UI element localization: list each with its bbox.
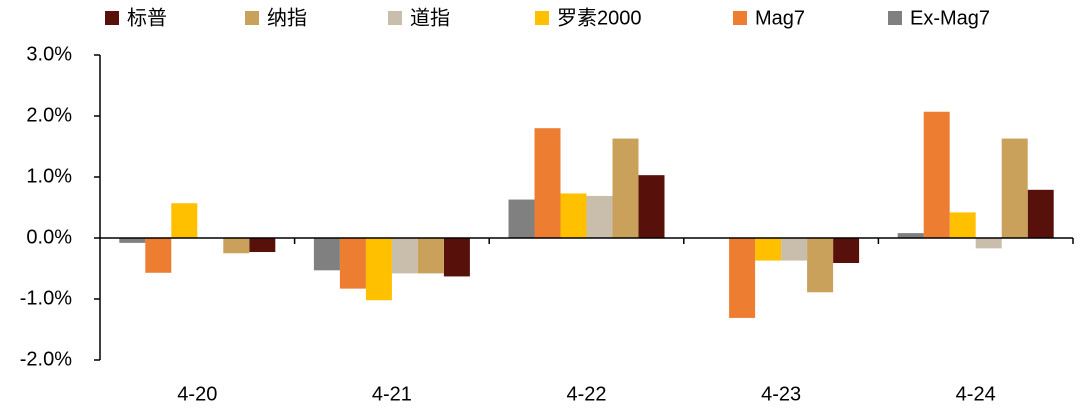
legend-swatch [245, 11, 259, 25]
y-tick-label: -2.0% [20, 348, 72, 370]
bar [339, 238, 366, 289]
bar [781, 238, 808, 261]
bar [223, 238, 250, 254]
legend-swatch [535, 11, 549, 25]
y-tick-label: 2.0% [26, 104, 72, 126]
bar [612, 138, 639, 238]
bar [560, 193, 587, 238]
bar [833, 238, 860, 264]
y-tick-label: 3.0% [26, 43, 72, 65]
legend-swatch [888, 11, 902, 25]
legend-label: Mag7 [755, 7, 805, 29]
legend-label: 纳指 [267, 6, 307, 29]
bar [417, 238, 444, 274]
y-tick-label: -1.0% [20, 287, 72, 309]
legend-label: 罗素2000 [557, 6, 642, 29]
bar [975, 238, 1002, 249]
y-tick-label: 0.0% [26, 226, 72, 248]
bar [1027, 189, 1054, 238]
bar [365, 238, 392, 301]
x-tick-label: 4-22 [566, 383, 606, 405]
x-tick-label: 4-21 [372, 383, 412, 405]
bar [508, 199, 535, 238]
legend-label: Ex-Mag7 [910, 7, 990, 29]
legend-label: 标普 [127, 6, 167, 29]
legend-swatch [733, 11, 747, 25]
bar [1001, 138, 1028, 238]
y-tick-label: 1.0% [26, 165, 72, 187]
bar [755, 238, 782, 261]
bar [897, 233, 924, 238]
bar [923, 111, 950, 238]
bar [145, 238, 172, 273]
x-tick-label: 4-24 [956, 383, 996, 405]
legend-label: 道指 [410, 6, 450, 29]
legend-swatch [388, 11, 402, 25]
bar [638, 175, 665, 238]
x-tick-label: 4-23 [761, 383, 801, 405]
legend-swatch [105, 11, 119, 25]
bar [391, 238, 418, 274]
bar [313, 238, 340, 271]
bar [729, 238, 756, 318]
bar [586, 195, 613, 238]
bar [807, 238, 834, 293]
bar [949, 212, 976, 238]
bar [119, 238, 146, 243]
bar [534, 128, 561, 238]
bar [249, 238, 276, 253]
bar [171, 203, 198, 238]
x-tick-label: 4-20 [177, 383, 217, 405]
bar [443, 238, 470, 277]
